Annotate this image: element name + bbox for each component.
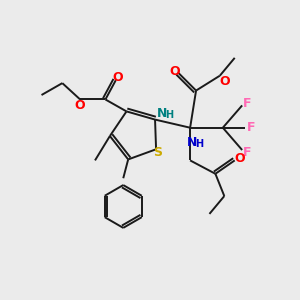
Text: H: H — [195, 139, 203, 149]
Text: F: F — [243, 146, 252, 159]
Text: O: O — [235, 152, 245, 165]
Text: F: F — [247, 121, 255, 134]
Text: O: O — [75, 99, 86, 112]
Text: O: O — [169, 65, 180, 78]
Text: S: S — [153, 146, 162, 159]
Text: N: N — [186, 136, 197, 149]
Text: O: O — [112, 71, 123, 84]
Text: O: O — [219, 74, 230, 88]
Text: N: N — [157, 107, 167, 120]
Text: H: H — [165, 110, 173, 120]
Text: F: F — [243, 98, 252, 110]
